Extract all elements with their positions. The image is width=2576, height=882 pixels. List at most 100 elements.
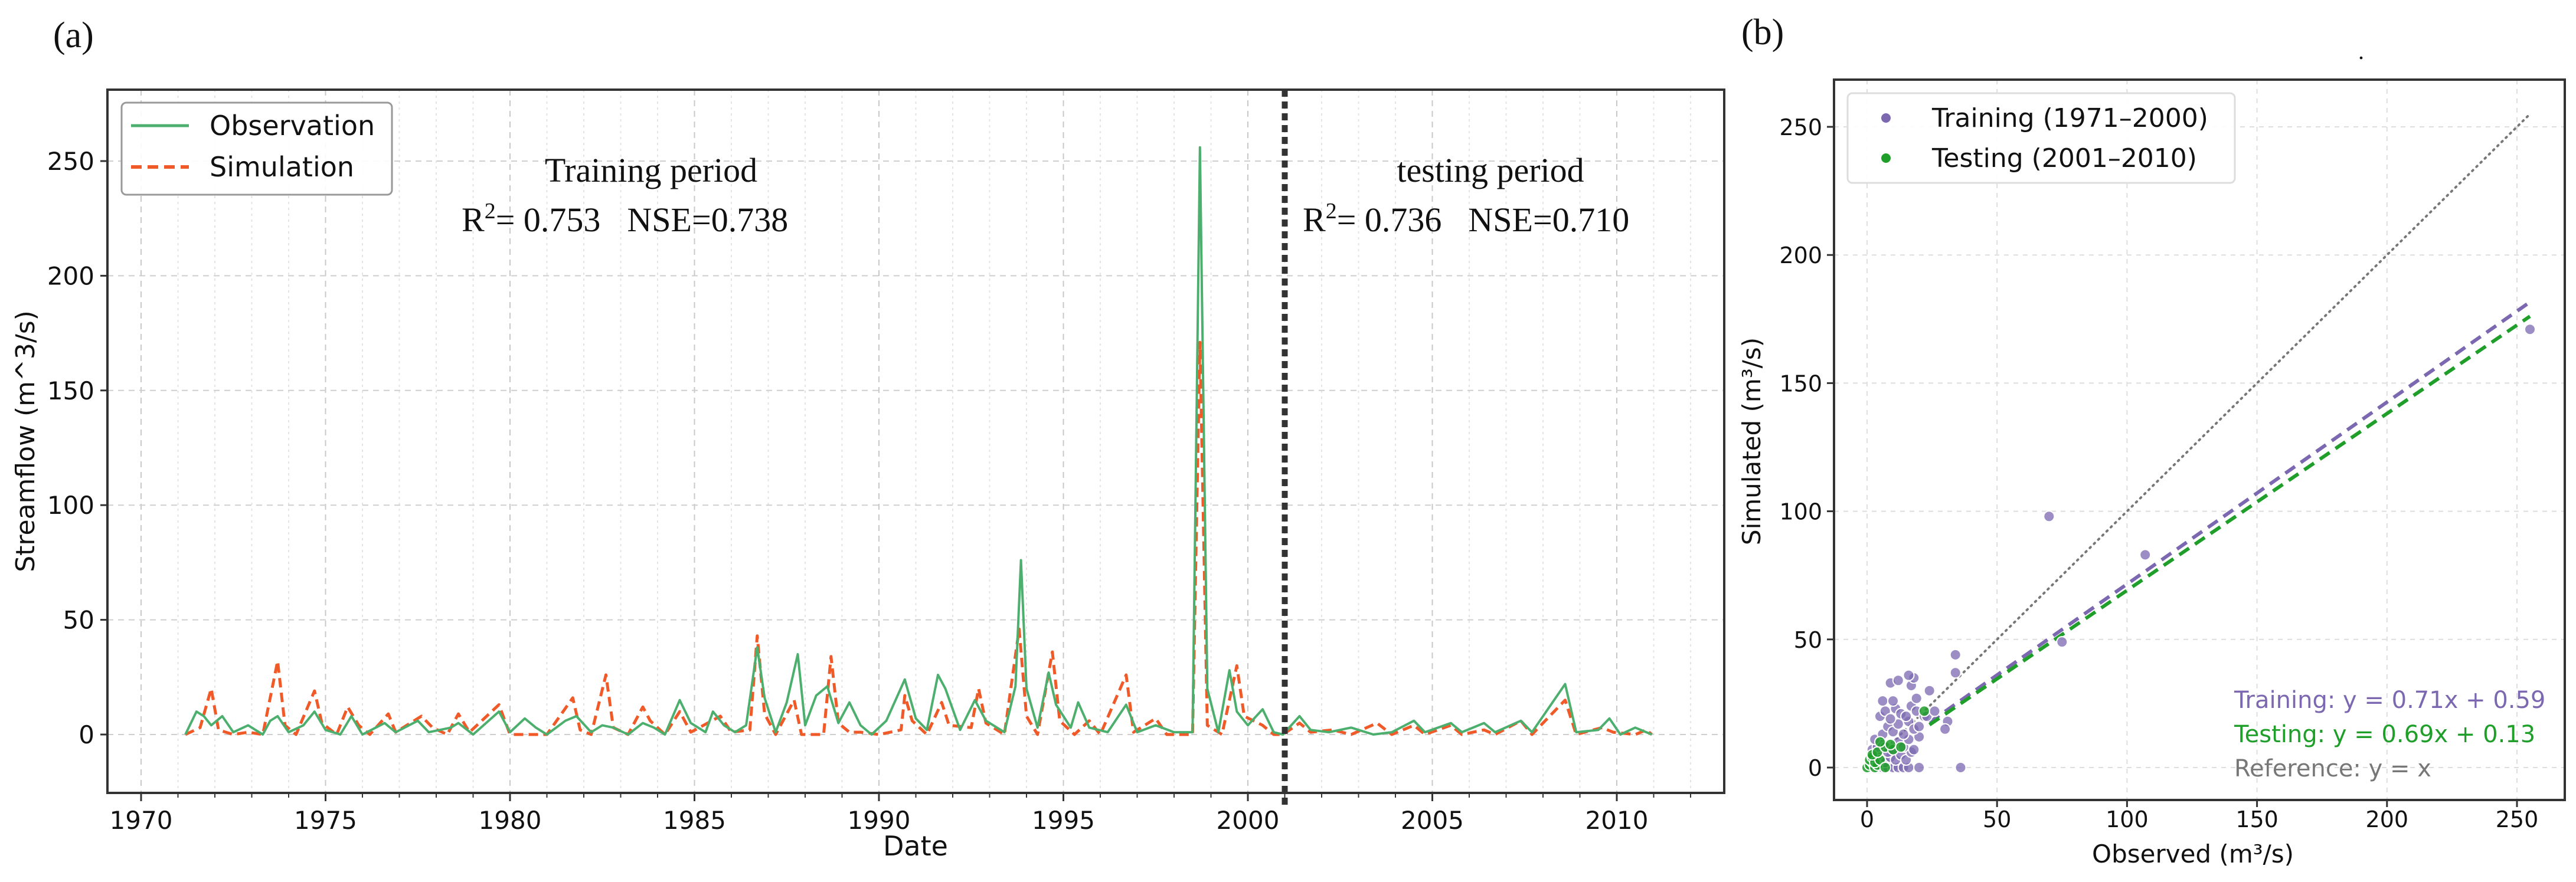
- panel-b-fit-lines: [1866, 113, 2532, 769]
- training-equation: Training: y = 0.71x + 0.59: [2234, 687, 2545, 714]
- r2-label: R: [1303, 201, 1326, 239]
- nse-value: NSE=0.710: [1468, 201, 1629, 239]
- panel-a-grid: [107, 90, 1724, 793]
- y-tick-label: 0: [1808, 755, 1822, 781]
- training-point: [1910, 692, 1923, 704]
- x-tick-label: 1970: [110, 806, 173, 835]
- y-tick-label: 150: [47, 376, 94, 405]
- panel-a-ticks: 1970 1975 1980 1985 1990 1995 2000 2005 20100501…: [47, 147, 1691, 835]
- simulation-legend-label: Simulation: [210, 151, 354, 183]
- training-point: [1913, 720, 1926, 733]
- training-metrics: R2= 0.753 NSE=0.738: [462, 199, 788, 239]
- panel-b-y-axis-label: Simulated (m³/s): [1737, 337, 1766, 545]
- training-legend-marker: [1881, 113, 1891, 123]
- training-point: [1913, 762, 1926, 773]
- testing-period-title: testing period: [1397, 151, 1584, 189]
- simulation-line: [184, 340, 1653, 736]
- training-point: [2524, 323, 2536, 336]
- training-period-annotation: Training period R2= 0.753 NSE=0.738: [462, 151, 788, 239]
- x-tick-label: 50: [1983, 806, 2011, 832]
- x-tick-label: 2010: [1586, 806, 1649, 835]
- y-tick-label: 200: [1779, 242, 1822, 268]
- x-tick-label: 2005: [1401, 806, 1464, 835]
- training-point: [1887, 695, 1899, 707]
- training-period-title: Training period: [545, 151, 757, 189]
- testing-point: [1879, 762, 1891, 773]
- panel-b-x-axis-label: Observed (m³/s): [2092, 840, 2294, 868]
- training-point: [1928, 705, 1941, 717]
- x-tick-label: 2000: [1217, 806, 1280, 835]
- r2-value: = 0.753: [496, 201, 601, 239]
- observation-legend-label: Observation: [210, 110, 375, 142]
- training-point: [2139, 549, 2152, 561]
- y-tick-label: 200: [47, 261, 94, 290]
- panel-b-legend: Training (1971–2000) Testing (2001–2010): [1846, 92, 2236, 184]
- training-point: [1949, 648, 1962, 661]
- x-tick-label: 150: [2235, 806, 2278, 832]
- x-tick-label: 1985: [663, 806, 726, 835]
- panel-a-series: [184, 146, 1653, 736]
- training-point: [1900, 710, 1913, 723]
- stray-mark: .: [2358, 38, 2364, 64]
- testing-point: [1895, 741, 1907, 753]
- panel-b-frame: [1833, 78, 2566, 801]
- x-tick-label: 1990: [848, 806, 911, 835]
- training-point: [1884, 713, 1897, 725]
- y-tick-label: 150: [1779, 370, 1822, 396]
- training-point: [1902, 669, 1915, 681]
- y-tick-label: 100: [47, 491, 94, 520]
- training-fit-line: [1928, 300, 2531, 724]
- x-tick-label: 1980: [479, 806, 542, 835]
- regression-equations: Training: y = 0.71x + 0.59 Testing: y = …: [2234, 687, 2545, 782]
- panel-a-label: (a): [53, 15, 94, 55]
- testing-point: [1884, 738, 1897, 750]
- y-tick-label: 50: [63, 606, 94, 635]
- y-tick-label: 100: [1779, 499, 1822, 525]
- y-tick-label: 250: [47, 147, 94, 176]
- testing-metrics: R2= 0.736 NSE=0.710: [1303, 199, 1629, 239]
- testing-point: [1874, 736, 1886, 748]
- r2-superscript: 2: [485, 199, 496, 224]
- training-point: [1954, 762, 1967, 773]
- training-point: [2043, 510, 2055, 523]
- testing-point: [1918, 705, 1930, 717]
- training-point: [1923, 684, 1936, 697]
- panel-b-ticks: 0 50 100 150 200 250 0 50 100 150 200 250: [1779, 114, 2538, 832]
- x-tick-label: 200: [2366, 806, 2409, 832]
- training-point: [1892, 674, 1904, 687]
- panel-b-scatter: (b) . 0 50 100 150 200 250 0 50 100 150 200 250 Tra…: [1737, 12, 2566, 868]
- y-tick-label: 250: [1779, 114, 1822, 140]
- panel-b-points: [1861, 323, 2536, 773]
- reference-equation: Reference: y = x: [2234, 755, 2431, 782]
- training-point: [1939, 723, 1951, 735]
- testing-legend-label: Testing (2001–2010): [1931, 143, 2197, 173]
- testing-equation: Testing: y = 0.69x + 0.13: [2234, 721, 2535, 748]
- r2-value: = 0.736: [1337, 201, 1442, 239]
- nse-value: NSE=0.738: [627, 201, 788, 239]
- r2-label: R: [462, 201, 485, 239]
- x-tick-label: 250: [2496, 806, 2539, 832]
- legend-box: [1846, 92, 2236, 184]
- panel-a-y-axis-label: Streamflow (m^3/s): [11, 310, 41, 572]
- observation-line: [184, 146, 1653, 736]
- panel-a-timeseries: (a) Training period R2= 0.753 NSE=0.738 t…: [11, 15, 1725, 862]
- panel-a-x-axis-label: Date: [883, 830, 948, 862]
- panel-a-legend: Observation Simulation: [120, 101, 393, 196]
- training-point: [1877, 695, 1889, 707]
- panel-b-grid: [1834, 80, 2565, 800]
- testing-legend-marker: [1881, 153, 1891, 163]
- legend-box: [120, 101, 393, 196]
- x-tick-label: 1995: [1032, 806, 1095, 835]
- y-tick-label: 50: [1794, 627, 1822, 653]
- panel-b-label: (b): [1741, 12, 1784, 53]
- reference-line: [1866, 113, 2532, 769]
- x-tick-label: 1975: [294, 806, 357, 835]
- testing-fit-line: [1928, 314, 2531, 726]
- training-legend-label: Training (1971–2000): [1931, 103, 2208, 133]
- training-point: [1897, 728, 1910, 740]
- training-point: [2056, 636, 2068, 648]
- r2-superscript: 2: [1326, 199, 1337, 224]
- y-tick-label: 0: [79, 720, 94, 749]
- testing-period-annotation: testing period R2= 0.736 NSE=0.710: [1303, 151, 1629, 239]
